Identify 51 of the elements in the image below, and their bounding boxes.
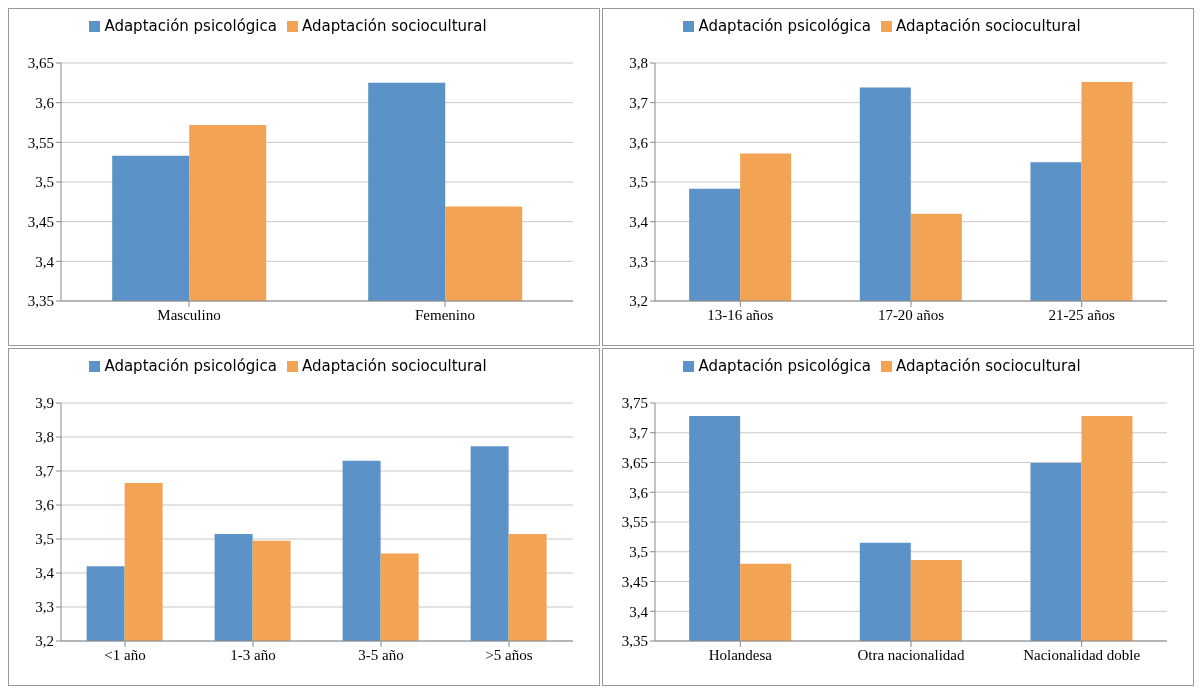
y-tick-label: 3,3 [629,253,648,270]
y-tick-label: 3,2 [629,293,648,310]
y-tick-label: 3,35 [27,293,54,310]
legend-label: Adaptación psicológica [698,357,871,375]
y-tick-label: 3,6 [35,497,55,514]
x-tick-label: Otra nacionalidad [857,646,966,663]
x-tick-label: 1-3 año [230,646,276,663]
x-tick-label: Holandesa [708,646,773,663]
x-tick-label: Masculino [157,306,221,323]
y-tick-label: 3,5 [35,174,54,191]
y-tick-label: 3,4 [35,565,55,582]
legend-label: Adaptación sociocultural [301,17,487,35]
y-tick-label: 3,5 [629,544,648,561]
legend-label: Adaptación psicológica [104,357,277,375]
x-tick-label: Nacionalidad doble [1023,646,1141,663]
y-tick-label: 3,4 [629,603,649,620]
x-tick-label: Femenino [415,306,475,323]
y-tick-label: 3,8 [35,429,54,446]
y-tick-label: 3,5 [35,531,54,548]
y-tick-label: 3,45 [621,573,648,590]
y-tick-label: 3,45 [27,213,54,230]
legend-label: Adaptación sociocultural [895,17,1081,35]
y-tick-label: 3,4 [35,253,55,270]
y-tick-label: 3,6 [629,484,649,501]
x-tick-label: <1 año [104,646,146,663]
y-tick-label: 3,55 [27,134,54,151]
y-tick-label: 3,65 [621,454,648,471]
y-tick-label: 3,9 [35,395,54,412]
legend-label: Adaptación sociocultural [895,357,1081,375]
y-tick-label: 3,7 [35,463,55,480]
y-tick-label: 3,5 [629,174,648,191]
x-tick-label: >5 años [485,646,533,663]
y-tick-label: 3,75 [621,395,648,412]
legend-label: Adaptación psicológica [104,17,277,35]
y-tick-label: 3,7 [629,94,649,111]
legend-label: Adaptación psicológica [698,17,871,35]
x-tick-label: 13-16 años [707,306,774,323]
x-tick-label: 21-25 años [1048,306,1115,323]
y-tick-label: 3,3 [35,599,54,616]
y-tick-label: 3,6 [35,94,55,111]
y-tick-label: 3,2 [35,633,54,650]
y-tick-label: 3,35 [621,633,648,650]
y-tick-label: 3,65 [27,55,54,72]
x-tick-label: 3-5 año [358,646,404,663]
y-tick-label: 3,8 [629,55,648,72]
legend-label: Adaptación sociocultural [301,357,487,375]
y-tick-label: 3,55 [621,514,648,531]
y-tick-label: 3,7 [629,425,649,442]
y-tick-label: 3,4 [629,213,649,230]
x-tick-label: 17-20 años [877,306,945,323]
y-tick-label: 3,6 [629,134,649,151]
